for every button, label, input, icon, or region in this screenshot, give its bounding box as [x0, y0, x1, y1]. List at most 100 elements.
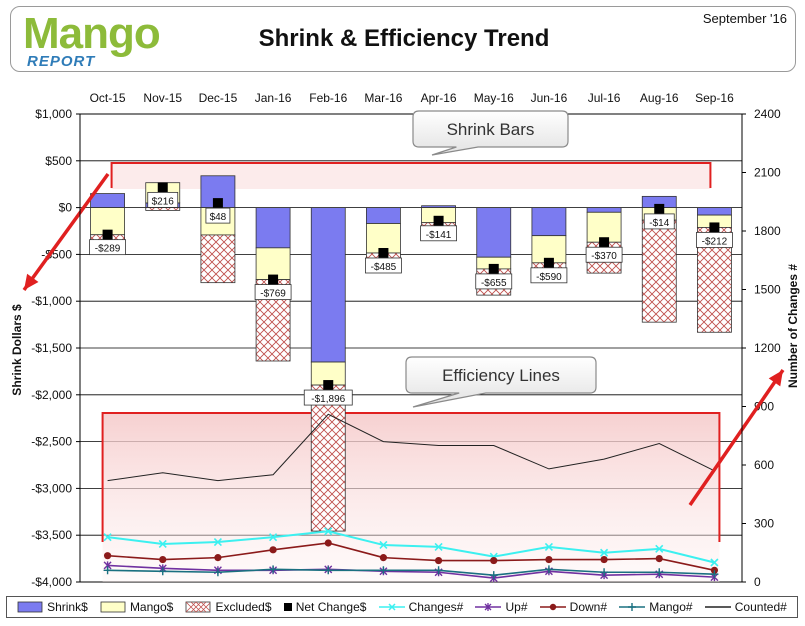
- changes-point: [213, 537, 222, 547]
- shrink-bar: [90, 193, 125, 208]
- category-label: Nov-15: [143, 91, 182, 105]
- legend-swatch: [619, 603, 646, 611]
- net-change-marker: [709, 222, 720, 233]
- y-axis-title: Shrink Dollars $: [10, 304, 24, 396]
- mango-point: [324, 566, 333, 575]
- down-point: [379, 554, 388, 562]
- excluded-bar: [145, 207, 181, 211]
- changes-line: [107, 530, 715, 564]
- down-point: [490, 556, 498, 565]
- category-label: Mar-16: [364, 91, 402, 105]
- shrink-bars-callout-text: Shrink Bars: [447, 120, 535, 139]
- down-point: [545, 555, 553, 564]
- net-change-label-box: [696, 232, 733, 248]
- legend-label: Net Change$: [295, 600, 367, 614]
- changes-point: [434, 542, 443, 551]
- net-change-marker: [543, 257, 554, 268]
- legend-label: Changes#: [408, 600, 464, 614]
- y2-tick-label: 1800: [754, 224, 781, 238]
- shrink-bars-callout-bubble: [412, 110, 569, 156]
- legend-item: Mango#: [619, 600, 693, 614]
- y2-tick-label: 600: [754, 458, 774, 472]
- mango-logo: Mango REPORT: [19, 9, 169, 70]
- y2-tick-label: 1200: [754, 341, 781, 355]
- net-change-label: -$485: [371, 262, 397, 273]
- shrink-bar: [255, 207, 291, 249]
- y2-tick-label: 2400: [754, 107, 781, 121]
- net-change-label: -$370: [591, 251, 617, 262]
- right-axis-arrow-shaft: [688, 369, 785, 506]
- y-tick-label: -$1,000: [31, 294, 72, 308]
- net-change-marker: [268, 274, 279, 285]
- legend-swatch: [100, 601, 126, 613]
- legend-swatch: [283, 603, 292, 611]
- category-label: Sep-16: [695, 91, 734, 105]
- legend-swatch: [186, 601, 211, 613]
- down-point: [434, 556, 443, 565]
- down-point: [324, 539, 332, 547]
- net-change-label: -$212: [702, 236, 728, 247]
- y2-tick-label: 300: [754, 517, 774, 531]
- logo-text: Mango: [23, 9, 161, 58]
- shrink-bar: [310, 207, 346, 363]
- legend-label: Up#: [505, 600, 528, 614]
- category-label: Aug-16: [640, 91, 679, 105]
- y2-tick-label: 1500: [754, 283, 781, 297]
- net-change-label: -$141: [426, 230, 452, 241]
- y-tick-label: -$1,500: [31, 341, 72, 355]
- changes-point: [600, 548, 609, 557]
- net-change-label-box: [475, 273, 513, 290]
- shrink-efficiency-chart: $1,000$500$0-$500-$1,000-$1,500-$2,000-$…: [10, 91, 800, 589]
- legend-label: Mango#: [649, 600, 693, 614]
- legend-swatch: [704, 606, 731, 608]
- y-tick-label: -$3,500: [31, 528, 72, 542]
- legend-item: Changes#: [378, 600, 464, 614]
- net-change-marker: [102, 229, 113, 240]
- efficiency-highlight: [102, 413, 720, 582]
- down-line: [107, 542, 715, 572]
- mango-point: [269, 565, 278, 574]
- changes-point: [544, 542, 553, 551]
- shrink-bar: [697, 207, 732, 216]
- y2-tick-label: 2100: [754, 166, 781, 180]
- category-label: May-16: [474, 91, 514, 105]
- down-point: [103, 552, 112, 560]
- left-axis-arrow-shaft: [22, 172, 110, 292]
- right-axis-arrow-head: [768, 370, 783, 387]
- report-date: September '16: [702, 11, 787, 26]
- shrink-bracket: [110, 162, 712, 188]
- changes-point: [379, 540, 388, 550]
- net-change-label: -$1,896: [311, 394, 345, 405]
- down-point: [600, 555, 608, 564]
- net-change-label-box: [585, 246, 623, 263]
- legend-swatch: [378, 603, 405, 611]
- net-change-marker: [488, 263, 499, 274]
- net-change-marker: [599, 237, 610, 248]
- net-change-marker: [323, 380, 334, 391]
- y2-axis-title: Number of Changes #: [786, 264, 800, 388]
- legend-label: Excluded$: [215, 600, 272, 614]
- changes-point: [655, 544, 664, 553]
- y-tick-label: $0: [59, 201, 73, 215]
- efficiency-lines-callout-bubble: [405, 356, 597, 408]
- legend-label: Down#: [569, 600, 608, 614]
- y-tick-label: $500: [45, 154, 72, 168]
- net-change-marker: [378, 247, 389, 258]
- down-point: [655, 555, 663, 563]
- y-tick-label: -$2,000: [31, 388, 72, 402]
- mango-line: [107, 568, 715, 576]
- net-change-label-box: [420, 225, 457, 242]
- mango-point: [489, 571, 498, 580]
- net-change-label: -$769: [260, 289, 286, 300]
- legend-swatch: [539, 603, 566, 611]
- net-change-marker: [157, 182, 168, 193]
- left-axis-arrow-head: [24, 273, 39, 290]
- changes-point: [710, 558, 719, 567]
- efficiency-lines-callout-text: Efficiency Lines: [442, 366, 560, 385]
- legend-label: Mango$: [129, 600, 174, 614]
- mango-point: [103, 566, 112, 575]
- net-change-label-box: [365, 257, 402, 274]
- page-title: Shrink & Efficiency Trend: [258, 25, 550, 52]
- excluded-bar: [200, 234, 236, 284]
- category-label: Jul-16: [588, 91, 621, 105]
